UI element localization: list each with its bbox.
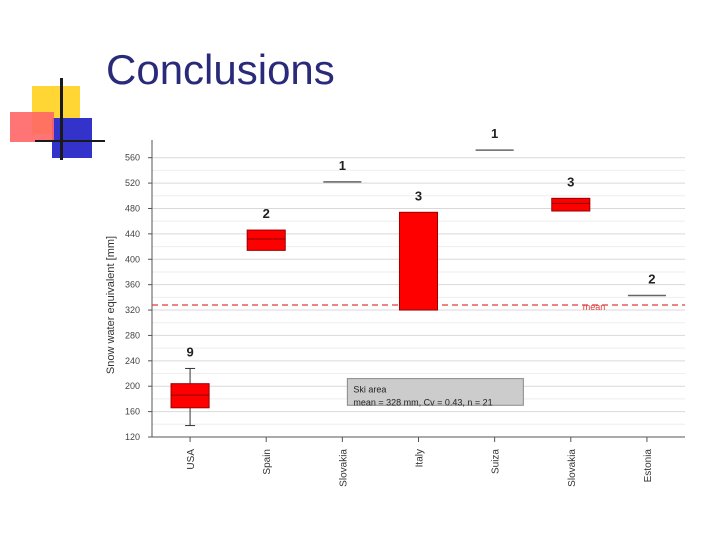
box-count-label: 9: [186, 344, 193, 359]
box-italy: 3: [398, 188, 439, 311]
decor-horizontal-line: [35, 140, 105, 142]
box-usa: 9: [170, 344, 210, 427]
y-tick-label: 320: [125, 305, 140, 315]
y-tick-label: 440: [125, 229, 140, 239]
x-tick-label: USA: [186, 449, 197, 470]
y-tick-label: 480: [125, 203, 140, 213]
y-tick-label: 560: [125, 153, 140, 163]
x-tick-label: Slovakia: [338, 449, 349, 487]
x-axis: USA Spain Slovakia Italy Suiza Slovakia Estoni…: [186, 437, 654, 487]
y-axis-label: Snow water equivalent [mm]: [105, 236, 117, 374]
x-tick-label: Estonia: [643, 449, 654, 483]
y-tick-label: 280: [125, 330, 140, 340]
x-tick-label: Spain: [262, 449, 273, 475]
decor-red-square: [10, 112, 54, 142]
box-count-label: 1: [491, 126, 498, 141]
mean-line-group: mean: [152, 302, 685, 312]
box-rect: [398, 211, 439, 311]
annotation-line-1: Ski area: [353, 385, 386, 395]
annotation-rect: [346, 378, 524, 406]
y-tick-label: 120: [125, 432, 140, 442]
box-spain: 2: [246, 206, 286, 251]
annotation-line-2: mean = 328 mm, Cv = 0.43, n = 21: [353, 398, 492, 408]
y-tick-label: 520: [125, 178, 140, 188]
box-count-label: 1: [339, 158, 346, 173]
x-tick-label: Suiza: [491, 449, 502, 474]
box-slovakia: 3: [551, 174, 591, 212]
box-count-label: 3: [415, 188, 422, 203]
decor-blue-square: [52, 118, 92, 158]
box-rect: [551, 197, 591, 212]
y-tick-label: 160: [125, 407, 140, 417]
annotation-box: Ski area mean = 328 mm, Cv = 0.43, n = 21: [346, 378, 524, 408]
boxes: 9 2 1 3 1 3 2: [170, 126, 666, 427]
page-title: Conclusions: [106, 46, 335, 93]
y-tick-label: 400: [125, 254, 140, 264]
box-estonia: 2: [627, 271, 666, 297]
box-count-label: 3: [567, 174, 574, 189]
mean-line-label: mean: [583, 302, 606, 312]
decor-vertical-line: [60, 78, 63, 160]
boxplot-chart: 120 160 200 240 280 320 360 400 440 480 520 560 Sno…: [105, 126, 685, 487]
box-rect: [170, 383, 210, 409]
x-tick-label: Italy: [415, 449, 426, 467]
box-slovakia: 1: [323, 158, 362, 183]
y-tick-label: 200: [125, 381, 140, 391]
x-tick-label: Slovakia: [567, 449, 578, 487]
box-suiza: 1: [475, 126, 514, 151]
y-tick-label: 360: [125, 280, 140, 290]
y-tick-label: 240: [125, 356, 140, 366]
box-count-label: 2: [263, 206, 270, 221]
box-count-label: 2: [648, 271, 655, 286]
box-rect: [246, 229, 286, 251]
